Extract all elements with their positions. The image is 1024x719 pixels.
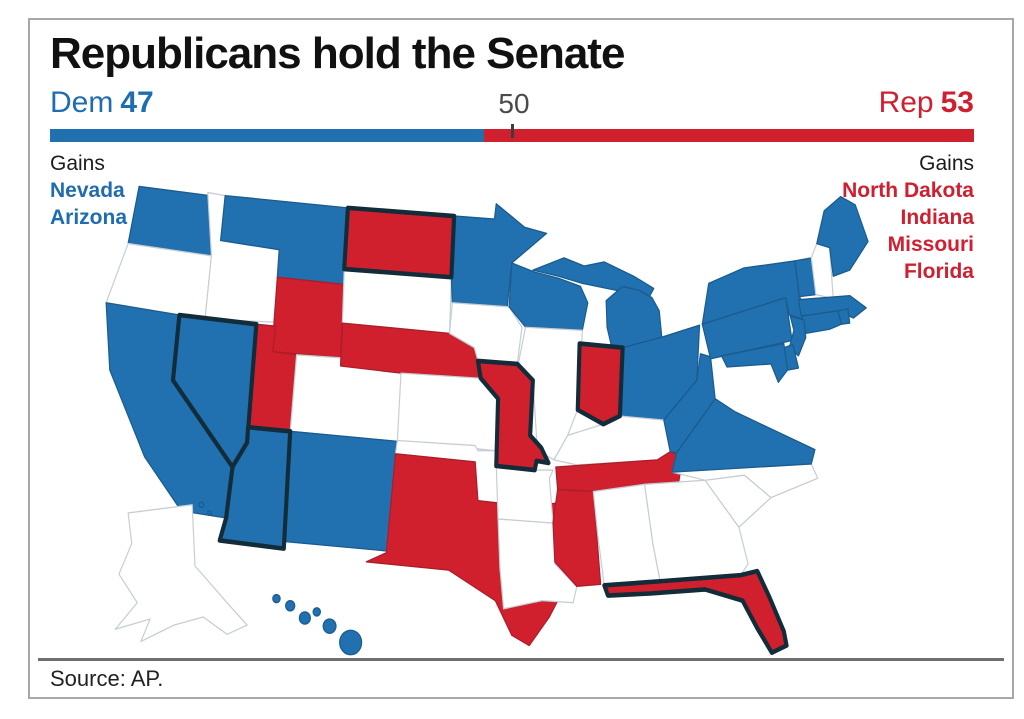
state-ma	[797, 294, 867, 319]
majority-tick	[511, 124, 514, 138]
state-mo	[475, 358, 551, 473]
us-senate-map	[105, 185, 869, 656]
rep-tally: Rep 53	[879, 88, 974, 118]
state-hi	[312, 607, 322, 617]
rep-gains-list: North Dakota Indiana Missouri Florida	[842, 177, 974, 285]
state-hi	[285, 599, 296, 612]
state-wi	[508, 262, 589, 331]
dem-gains-heading: Gains	[50, 152, 105, 175]
state-wv	[663, 353, 716, 454]
dem-tally: Dem 47	[50, 88, 154, 118]
gain-state: Nevada	[50, 179, 125, 202]
gain-state: Missouri	[887, 233, 974, 256]
state-hi	[339, 629, 363, 656]
state-mi	[605, 285, 663, 356]
gain-state: North Dakota	[842, 179, 974, 202]
state-in	[575, 341, 625, 427]
rep-seat-count: 53	[940, 86, 974, 119]
state-az	[217, 424, 293, 551]
dem-seat-count: 47	[120, 86, 154, 119]
seat-bar-dem-segment	[50, 129, 485, 142]
state-hi	[272, 593, 281, 604]
state-nm	[283, 430, 400, 553]
page-title: Republicans hold the Senate	[50, 29, 625, 78]
rep-label: Rep	[878, 86, 934, 119]
dem-gains-list: Nevada Arizona	[50, 177, 127, 231]
state-mn	[450, 203, 548, 308]
state-fl	[602, 568, 789, 655]
gain-state: Arizona	[50, 206, 128, 229]
gain-state: Florida	[903, 260, 974, 283]
state-ca	[198, 501, 205, 508]
state-nd	[342, 205, 457, 280]
state-md	[720, 342, 789, 383]
gain-state: Indiana	[900, 206, 974, 229]
source-divider	[38, 658, 1004, 661]
state-hi	[322, 618, 337, 634]
state-wy	[271, 276, 345, 359]
dem-gains-block: Gains Nevada Arizona	[50, 150, 127, 231]
state-sd	[341, 268, 452, 335]
dem-label: Dem	[50, 86, 114, 119]
rep-gains-heading: Gains	[919, 152, 974, 175]
state-nh	[810, 242, 834, 300]
state-me	[816, 195, 869, 277]
state-hi	[298, 611, 311, 625]
source-credit: Source: AP.	[50, 666, 164, 691]
graphic-frame: Republicans hold the Senate Dem 47 50 Rep…	[28, 18, 1014, 699]
majority-label: 50	[498, 88, 530, 119]
state-ar	[495, 465, 554, 524]
state-ks	[396, 372, 499, 452]
state-ak	[114, 504, 248, 643]
state-ca	[207, 510, 213, 516]
rep-gains-block: Gains North Dakota Indiana Missouri Florida	[842, 150, 974, 285]
